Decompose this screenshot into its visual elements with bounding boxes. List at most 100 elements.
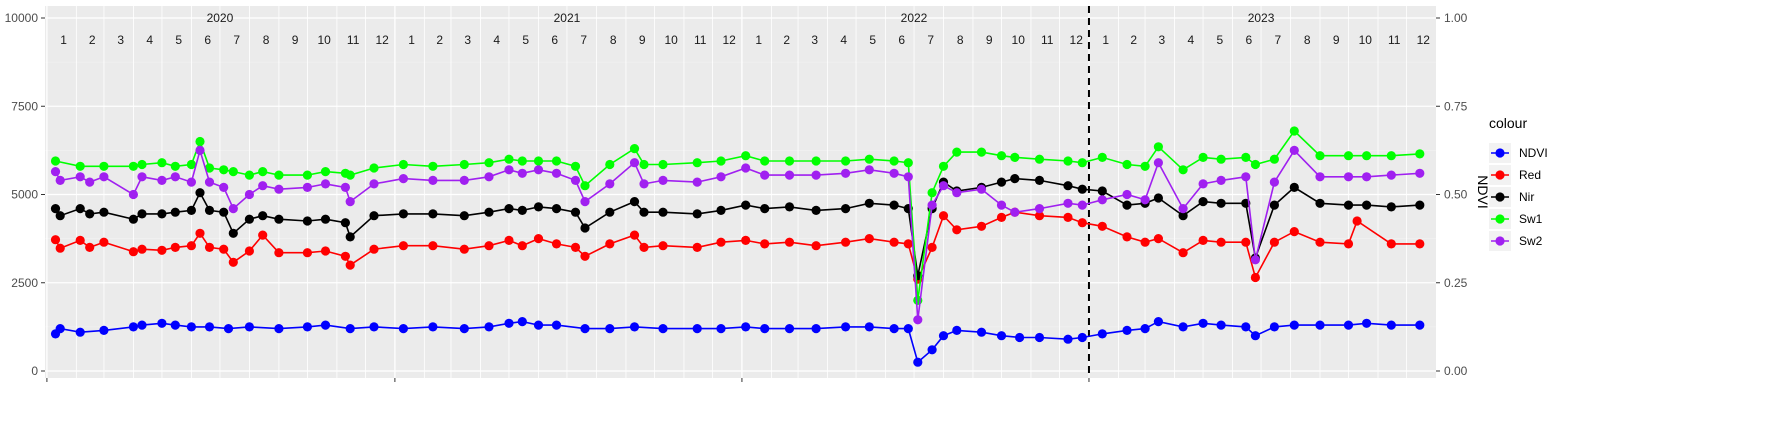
data-point-red xyxy=(976,221,987,231)
month-label: 1 xyxy=(1102,33,1109,47)
data-point-sw2 xyxy=(369,179,379,189)
data-point-sw1 xyxy=(1063,156,1073,166)
data-point-sw1 xyxy=(1289,126,1299,136)
data-point-red xyxy=(927,242,937,252)
data-point-sw1 xyxy=(938,161,949,171)
data-point-nir xyxy=(1343,200,1354,210)
data-point-sw2 xyxy=(952,188,962,198)
legend-key-point xyxy=(1495,148,1505,158)
y-tick-label-right: 0.25 xyxy=(1444,276,1468,290)
month-label: 9 xyxy=(292,33,299,47)
data-point-nir xyxy=(228,228,238,238)
data-point-red xyxy=(484,241,494,251)
data-point-sw1 xyxy=(128,161,138,171)
data-point-sw1 xyxy=(219,165,229,175)
data-point-nir xyxy=(1289,182,1299,192)
data-point-sw2 xyxy=(938,181,949,191)
data-point-nir xyxy=(1269,200,1279,210)
data-point-nir xyxy=(1034,175,1045,185)
data-point-ndvi xyxy=(345,324,355,334)
data-point-sw1 xyxy=(204,163,215,173)
data-point-nir xyxy=(1153,193,1163,203)
data-point-nir xyxy=(186,205,196,215)
legend-key-point xyxy=(1495,214,1505,224)
data-point-red xyxy=(274,248,284,258)
data-point-ndvi xyxy=(927,345,937,355)
month-label: 8 xyxy=(1304,33,1311,47)
data-point-ndvi xyxy=(428,322,438,332)
data-point-red xyxy=(186,241,196,251)
data-point-sw2 xyxy=(258,181,268,191)
data-point-ndvi xyxy=(996,331,1007,341)
month-label: 5 xyxy=(1216,33,1223,47)
data-point-sw2 xyxy=(570,175,581,185)
data-point-red xyxy=(157,245,167,255)
data-point-red xyxy=(504,235,514,245)
data-point-sw1 xyxy=(658,159,668,170)
data-point-sw1 xyxy=(1178,165,1188,175)
data-point-sw1 xyxy=(1250,159,1260,170)
month-label: 4 xyxy=(493,33,500,47)
month-label: 1 xyxy=(755,33,762,47)
year-label: 2020 xyxy=(207,11,234,25)
data-point-sw2 xyxy=(1010,207,1020,217)
legend-item-red: Red xyxy=(1489,165,1541,185)
series-red xyxy=(50,207,1425,284)
month-label: 7 xyxy=(1274,33,1281,47)
month-label: 8 xyxy=(263,33,270,47)
data-point-ndvi xyxy=(274,324,284,334)
data-point-red xyxy=(551,239,562,249)
month-label: 5 xyxy=(175,33,182,47)
data-point-red xyxy=(1250,272,1260,283)
month-label: 10 xyxy=(1359,33,1373,47)
data-point-red xyxy=(1269,237,1279,247)
month-label: 6 xyxy=(551,33,558,47)
data-point-sw2 xyxy=(1386,170,1396,180)
month-label: 6 xyxy=(204,33,211,47)
data-point-nir xyxy=(459,211,469,221)
data-point-sw2 xyxy=(75,172,85,182)
data-point-red xyxy=(75,235,85,245)
data-point-sw2 xyxy=(128,189,138,200)
data-point-red xyxy=(1216,237,1226,247)
data-point-sw2 xyxy=(913,315,923,325)
month-label: 3 xyxy=(811,33,818,47)
data-point-sw1 xyxy=(186,159,196,170)
data-point-nir xyxy=(629,197,640,207)
data-point-red xyxy=(658,241,668,251)
data-point-red xyxy=(1289,227,1299,237)
data-point-nir xyxy=(340,218,350,228)
data-point-nir xyxy=(258,211,268,221)
data-point-ndvi xyxy=(1015,332,1025,343)
data-point-sw1 xyxy=(580,181,590,191)
data-point-nir xyxy=(1415,200,1425,210)
month-label: 1 xyxy=(60,33,67,47)
data-point-red xyxy=(716,237,726,247)
y-axis-right: 0.00 0.25 0.50 0.75 1.00 xyxy=(1436,11,1468,378)
data-point-sw1 xyxy=(157,158,167,168)
data-point-nir xyxy=(1198,197,1208,207)
data-point-sw2 xyxy=(1077,200,1087,210)
data-point-red xyxy=(128,247,138,257)
data-point-sw1 xyxy=(1216,154,1226,164)
data-point-sw2 xyxy=(551,168,562,178)
data-point-sw1 xyxy=(605,159,615,170)
y-tick-label-right: 0.75 xyxy=(1444,99,1468,113)
data-point-red xyxy=(629,230,640,240)
data-point-ndvi xyxy=(157,318,167,328)
data-point-sw2 xyxy=(228,204,238,214)
data-point-sw2 xyxy=(927,200,937,210)
data-point-red xyxy=(996,212,1007,222)
legend-item-ndvi: NDVI xyxy=(1489,143,1548,163)
data-point-red xyxy=(258,230,268,240)
legend-label: Sw1 xyxy=(1519,212,1543,226)
data-point-nir xyxy=(533,202,544,212)
data-point-nir xyxy=(784,202,795,212)
data-point-nir xyxy=(320,214,331,224)
data-point-red xyxy=(1063,212,1073,222)
data-point-red xyxy=(1386,239,1396,249)
data-point-nir xyxy=(605,207,615,217)
data-point-nir xyxy=(484,207,494,217)
data-point-nir xyxy=(504,204,514,214)
data-point-red xyxy=(85,242,95,252)
